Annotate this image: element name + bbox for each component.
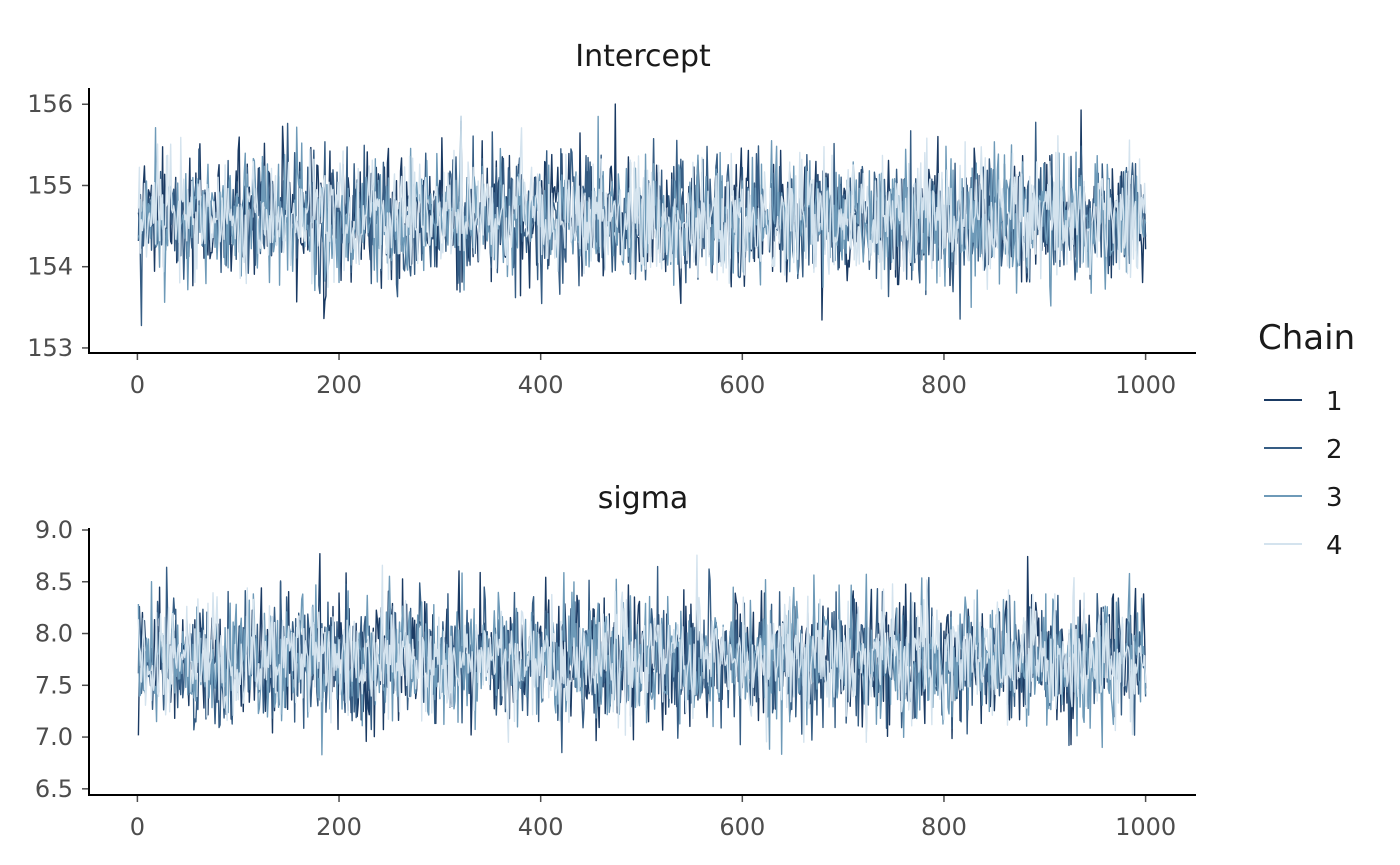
series-layer: [137, 553, 1147, 756]
y-tick-label: 156: [27, 90, 73, 118]
legend-label: 4: [1326, 531, 1343, 561]
x-tick-label: 200: [316, 813, 362, 841]
x-tick-label: 400: [518, 371, 564, 399]
y-tick-label: 7.0: [35, 723, 73, 751]
x-tick-label: 400: [518, 813, 564, 841]
y-tick-label: 153: [27, 334, 73, 362]
x-tick-label: 600: [719, 813, 765, 841]
legend: Chain 1 2 3 4: [1258, 318, 1355, 561]
panel-title: Intercept: [575, 39, 711, 74]
legend-label: 1: [1326, 387, 1343, 417]
legend-label: 3: [1326, 483, 1343, 513]
x-tick-label: 800: [921, 371, 967, 399]
x-tick-label: 1000: [1115, 371, 1176, 399]
panel-sigma: sigma 6.5 7.0 7.5 8.0 8.5 9.0 0 200 400 600 800 10…: [35, 481, 1196, 841]
legend-items: 1 2 3 4: [1264, 387, 1343, 561]
x-tick-label: 600: [719, 371, 765, 399]
x-tick-label: 0: [130, 813, 145, 841]
legend-title: Chain: [1258, 318, 1355, 358]
y-tick-label: 155: [27, 171, 73, 199]
y-tick-label: 7.5: [35, 671, 73, 699]
y-tick-label: 9.0: [35, 516, 73, 544]
x-tick-label: 1000: [1115, 813, 1176, 841]
y-tick-label: 8.5: [35, 568, 73, 596]
y-tick-label: 154: [27, 253, 73, 281]
x-axis-ticks: 0 200 400 600 800 1000: [130, 353, 1176, 399]
y-axis-ticks: 6.5 7.0 7.5 8.0 8.5 9.0: [35, 516, 89, 803]
x-axis-ticks: 0 200 400 600 800 1000: [130, 795, 1176, 841]
series-layer: [137, 103, 1147, 327]
panel-title: sigma: [598, 481, 689, 516]
trace-line-chain-4: [137, 115, 1147, 291]
y-axis-ticks: 153 154 155 156: [27, 90, 89, 362]
x-tick-label: 0: [130, 371, 145, 399]
y-tick-label: 6.5: [35, 775, 73, 803]
x-tick-label: 200: [316, 371, 362, 399]
panel-intercept: Intercept 153 154 155 156 0 200 400 600 800 1000: [27, 39, 1196, 399]
trace-line-chain-4: [137, 554, 1147, 743]
x-tick-label: 800: [921, 813, 967, 841]
y-tick-label: 8.0: [35, 620, 73, 648]
legend-label: 2: [1326, 435, 1343, 465]
